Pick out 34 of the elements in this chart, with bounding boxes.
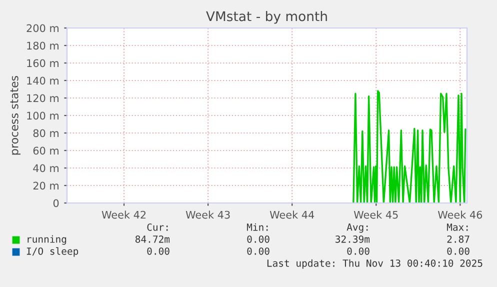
y-tick-label: 60 m <box>33 146 58 155</box>
text: 0.00 <box>247 235 270 243</box>
text: 2.87 <box>447 235 470 243</box>
legend-label: running <box>28 235 66 245</box>
text: 0.00 <box>247 247 270 255</box>
text: Min: <box>246 223 268 231</box>
y-tick-label: 80 m <box>33 129 58 138</box>
y-tick-label: 100 m <box>27 112 58 120</box>
x-tick-label: Week 43 <box>186 210 230 219</box>
x-tick-label: Week 42 <box>102 210 146 219</box>
text: Avg: <box>346 224 368 233</box>
x-tick-label: Week 46 <box>438 210 482 219</box>
text: 84.72m <box>136 235 170 243</box>
x-tick-label: Week 45 <box>354 210 398 219</box>
text: 0.00 <box>347 247 370 255</box>
y-axis-title: process states <box>10 76 20 155</box>
text: 32.39m <box>336 235 370 243</box>
text: Last update: Thu Nov 13 00:40:10 2025 <box>267 259 482 269</box>
y-tick-label: 40 m <box>33 164 58 172</box>
y-tick-label: 140 m <box>27 76 58 85</box>
line-series <box>352 90 466 203</box>
x-tick-label: Week 44 <box>270 210 314 219</box>
y-tick-label: 180 m <box>27 42 58 50</box>
y-tick-label: 120 m <box>27 94 58 102</box>
text: Max: <box>446 224 468 231</box>
legend-label: I/O sleep <box>26 247 78 257</box>
y-tick-label: 20 m <box>33 182 58 190</box>
y-tick-label: 160 m <box>27 59 58 68</box>
y-tick-label: 200 m <box>26 24 58 32</box>
text: 0.00 <box>447 247 470 255</box>
chart-title: VMstat - by month <box>206 11 327 24</box>
text: Cur: <box>147 223 168 231</box>
y-tick-label: 0 <box>53 199 59 208</box>
text: 0.00 <box>147 247 170 255</box>
